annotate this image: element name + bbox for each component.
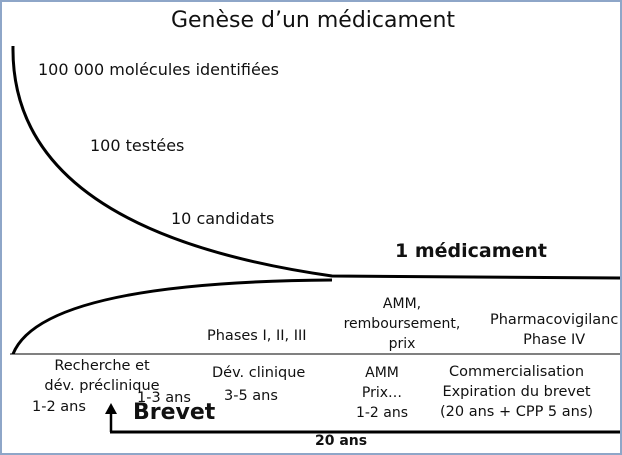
funnel-upper-curve [11, 45, 620, 280]
funnel-label-drug: 1 médicament [395, 240, 548, 262]
patent-label: Brevet [133, 400, 216, 425]
funnel-label-molecules: 100 000 molécules identifiées [38, 60, 279, 79]
funnel-label-candidates: 10 candidats [171, 209, 275, 228]
amm-price-line-2: Prix… [361, 385, 403, 401]
stage-label-clinical: Dév. clinique [212, 365, 306, 381]
clinical-duration: 3-5 ans [224, 388, 278, 404]
stage-label-amm-price: AMM Prix… 1-2 ans [342, 363, 422, 423]
funnel-label-tested: 100 testées [90, 136, 185, 155]
commercial-line-3: (20 ans + CPP 5 ans) [440, 404, 594, 420]
research-duration: 1-2 ans [32, 399, 86, 415]
amm-line-2: remboursement, [343, 316, 461, 332]
stage-label-phases: Phases I, II, III [207, 328, 307, 344]
amm-line-1: AMM, [382, 296, 422, 312]
amm-price-line-1: AMM [365, 365, 399, 381]
stage-label-amm-reimbursement: AMM, remboursement, prix [342, 294, 462, 354]
stage-label-research: Recherche et dév. préclinique [32, 356, 172, 396]
patent-delay: 1-3 ans [137, 390, 191, 406]
research-line-1: Recherche et [54, 358, 150, 374]
commercial-line-2: Expiration du brevet [442, 384, 591, 400]
amm-line-3: prix [388, 336, 416, 352]
pharma-line-2: Phase IV [523, 332, 586, 348]
stage-label-commercialisation: Commercialisation Expiration du brevet (… [440, 362, 593, 422]
patent-arrow-head [105, 403, 117, 414]
amm-price-line-3: 1-2 ans [355, 405, 409, 421]
funnel-lower-curve [11, 278, 333, 355]
page-title: Genèse d’un médicament [170, 8, 456, 33]
patent-total-duration: 20 ans [315, 433, 368, 449]
commercial-line-1: Commercialisation [449, 364, 585, 380]
pharma-line-1: Pharmacovigilanc [490, 312, 619, 328]
stage-label-pharmacovigilance: Pharmacovigilanc Phase IV [490, 310, 618, 350]
research-line-2: dév. préclinique [44, 378, 160, 394]
